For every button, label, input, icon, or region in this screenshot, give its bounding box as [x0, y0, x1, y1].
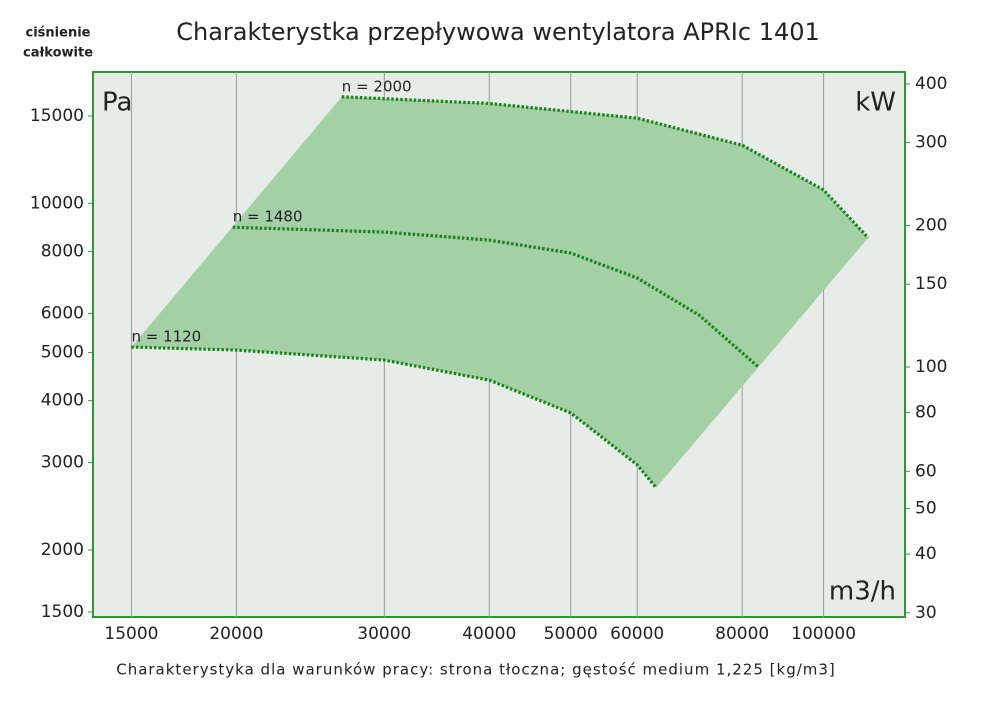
y-tick-label: 8000 [41, 241, 84, 261]
y-tick-label: 15000 [30, 106, 84, 126]
y2-unit: kW [855, 88, 896, 118]
y2-tick-label: 50 [915, 499, 937, 519]
y2-tick-label: 80 [915, 403, 937, 423]
x-unit: m3/h [829, 577, 896, 607]
fan-curve [131, 345, 658, 489]
y-unit: Pa [102, 88, 132, 118]
y-tick-label: 4000 [41, 391, 84, 411]
x-tick-label: 60000 [610, 624, 664, 644]
x-tick-label: 100000 [791, 624, 856, 644]
y2-tick-label: 300 [915, 133, 947, 153]
curve-label: n = 2000 [342, 77, 412, 95]
x-tick-label: 30000 [357, 624, 411, 644]
footnote: Charakterystyka dla warunków pracy: stro… [116, 661, 836, 679]
x-tick-label: 50000 [544, 624, 598, 644]
x-tick-label: 20000 [209, 624, 263, 644]
fan-curve [232, 225, 760, 369]
y2-tick-label: 30 [915, 603, 937, 623]
chart-title: Charakterystka przepływowa wentylatora A… [176, 18, 820, 46]
y2-tick-label: 150 [915, 274, 947, 294]
x-tick-label: 40000 [462, 624, 516, 644]
y-tick-label: 2000 [41, 540, 84, 560]
operating-area [131, 96, 869, 488]
y-tick-label: 3000 [41, 453, 84, 473]
y2-tick-label: 60 [915, 461, 937, 481]
y2-tick-label: 100 [915, 357, 947, 377]
corner-label: ciśnienie [26, 26, 91, 41]
corner-label: całkowite [23, 46, 93, 61]
y-tick-label: 10000 [30, 193, 84, 213]
marks [131, 95, 870, 489]
x-tick-label: 80000 [715, 624, 769, 644]
fan-curve [341, 95, 870, 239]
x-tick-label: 15000 [104, 624, 158, 644]
y-tick-label: 1500 [41, 602, 84, 622]
y2-tick-label: 400 [915, 74, 947, 94]
curve-label: n = 1480 [233, 208, 303, 226]
y2-tick-label: 200 [915, 215, 947, 235]
y2-tick-label: 40 [915, 544, 937, 564]
y-tick-label: 6000 [41, 303, 84, 323]
y-tick-label: 5000 [41, 343, 84, 363]
curve-label: n = 1120 [131, 328, 201, 346]
